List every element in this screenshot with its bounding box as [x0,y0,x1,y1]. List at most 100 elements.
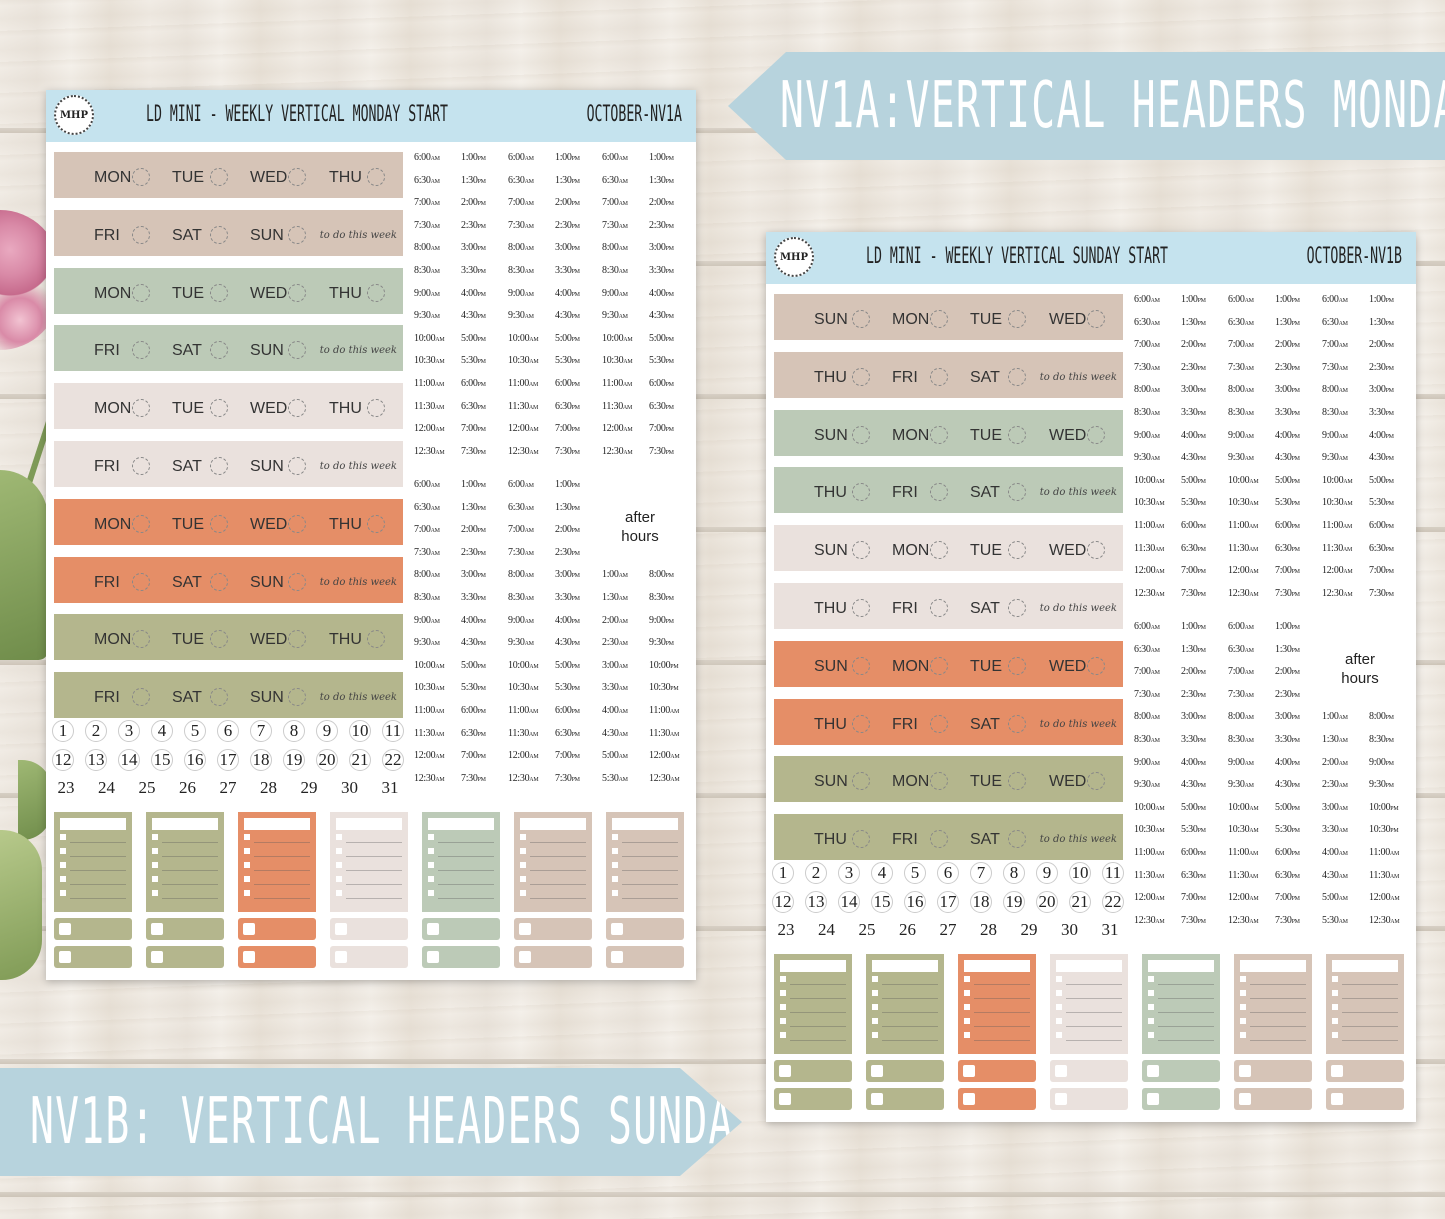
time-sticker: 3:30PM [1181,733,1206,745]
time-sticker: 8:30AM [414,264,440,276]
checkbox-icon [612,862,618,868]
time-sticker: 6:30AM [1322,316,1348,328]
time-suffix: PM [1291,478,1300,485]
date-sticker: 17 [937,891,959,913]
time-suffix: AM [1155,896,1165,903]
date-sticker: 18 [970,891,992,913]
time-suffix: AM [430,314,440,321]
time-suffix: AM [1338,873,1348,880]
time-sticker: 11:00AM [508,377,538,389]
time-suffix: AM [1155,478,1165,485]
time-sticker: 3:00AM [602,659,628,671]
time-suffix: AM [1154,850,1164,857]
time-suffix: AM [1244,715,1254,722]
time-sticker: 7:00AM [1134,666,1160,678]
time-sticker: 8:30AM [602,264,628,276]
time-sticker: 10:00AM [1322,474,1353,486]
time-suffix: AM [618,291,628,298]
time-suffix: AM [435,336,445,343]
time-suffix: AM [1155,828,1165,835]
time-suffix: AM [435,776,445,783]
time-sticker: 6:00PM [1275,519,1300,531]
time-sticker: 12:00AM [1369,892,1400,904]
checklist-header [428,818,494,830]
date-circle [1008,598,1026,617]
time-sticker: 7:30AM [1134,361,1160,373]
sticker-sheet-sunday: MHP LD MINI - WEEKLY VERTICAL SUNDAY STA… [766,232,1416,1122]
day-label: SAT [970,484,1000,502]
checkbox-icon [611,951,623,963]
checkbox-icon [1332,1004,1338,1010]
time-sticker: 10:00AM [1228,474,1259,486]
time-suffix: PM [665,291,674,298]
time-suffix: PM [571,483,580,489]
time-sticker: 4:00PM [1369,429,1394,441]
time-sticker: 2:00PM [1181,339,1206,351]
date-dots: 1 2 3 4 5 6 7 8 9 10 11 12 13 14 15 16 17 18 19 20 21 22 23 24 2… [772,862,1124,949]
day-label: FRI [892,599,918,617]
time-sticker: 7:30AM [508,219,534,231]
checklist-line [438,856,494,858]
time-suffix: PM [477,449,486,456]
checklist-line [438,884,494,886]
time-sticker: 2:00PM [1275,666,1300,678]
time-sticker: 5:00PM [1181,474,1206,486]
checklist-line [346,842,402,844]
date-sticker: 1 [52,720,74,742]
time-column: 1:00AM 1:30AM 2:00AM 2:30AM 3:00AM 3:30AM 4:00… [602,569,648,795]
date-circle [1087,541,1105,560]
date-circle [852,830,870,849]
checkbox-icon [151,923,163,935]
date-sticker: 11 [1102,862,1124,884]
time-suffix: PM [477,483,486,489]
time-sticker: 9:30AM [1134,779,1160,791]
time-stickers: 6:00AM 6:30AM 7:00AM 7:30AM 8:00AM 8:30AM 9:00… [1134,294,1410,954]
time-suffix: PM [1385,298,1394,304]
time-column: 1:00PM 1:30PM 2:00PM 2:30PM 3:00PM 3:30PM 4:00… [461,152,507,468]
time-sticker: 7:00PM [461,750,486,762]
day-label: SUN [814,657,848,675]
time-sticker: 5:30PM [1369,497,1394,509]
time-sticker: 3:00PM [555,569,580,581]
time-sticker: 1:00PM [649,152,674,163]
time-suffix: AM [524,641,534,648]
date-circle [1008,541,1026,560]
time-suffix: AM [1150,456,1160,463]
date-circle [210,168,228,186]
checkbox-icon [1240,1018,1246,1024]
time-suffix: PM [665,246,674,253]
header-row: MON TUE WED THU [54,614,403,661]
time-suffix: AM [1338,896,1348,903]
day-label: THU [329,284,362,302]
day-label: SUN [250,573,284,591]
time-sticker: 10:30AM [1228,824,1259,836]
time-column: 6:00AM 6:30AM 7:00AM 7:30AM 8:00AM 8:30AM 9:00… [1322,294,1368,610]
time-sticker: 2:30PM [1369,361,1394,373]
time-sticker: 9:30AM [1228,779,1254,791]
time-sticker: 12:00AM [414,750,445,762]
checklist-line [530,856,586,858]
time-suffix: PM [1385,783,1394,790]
time-sticker: 2:30PM [555,219,580,231]
time-suffix: AM [618,731,628,738]
time-suffix: PM [477,404,486,411]
checkbox-icon [428,890,434,896]
leaf [0,830,42,980]
checklist-line [974,1012,1030,1014]
time-sticker: 8:00AM [1228,384,1254,396]
checkbox-pill [330,918,408,940]
checkbox-pill [1326,1088,1404,1110]
time-sticker: 6:30PM [461,727,486,739]
date-circle [132,283,150,302]
time-suffix: PM [1197,365,1206,372]
checkbox-pill [514,918,592,940]
time-sticker: 2:00PM [1369,339,1394,351]
day-label: SUN [814,542,848,560]
time-sticker: 7:30AM [1134,688,1160,700]
checklist-line [1158,998,1214,1000]
time-sticker: 7:30AM [508,546,534,558]
header-row: SUN MON TUE WED [774,294,1123,340]
date-circle [288,456,306,475]
checkbox-pill [1326,1060,1404,1082]
time-sticker: 7:00PM [555,423,580,435]
